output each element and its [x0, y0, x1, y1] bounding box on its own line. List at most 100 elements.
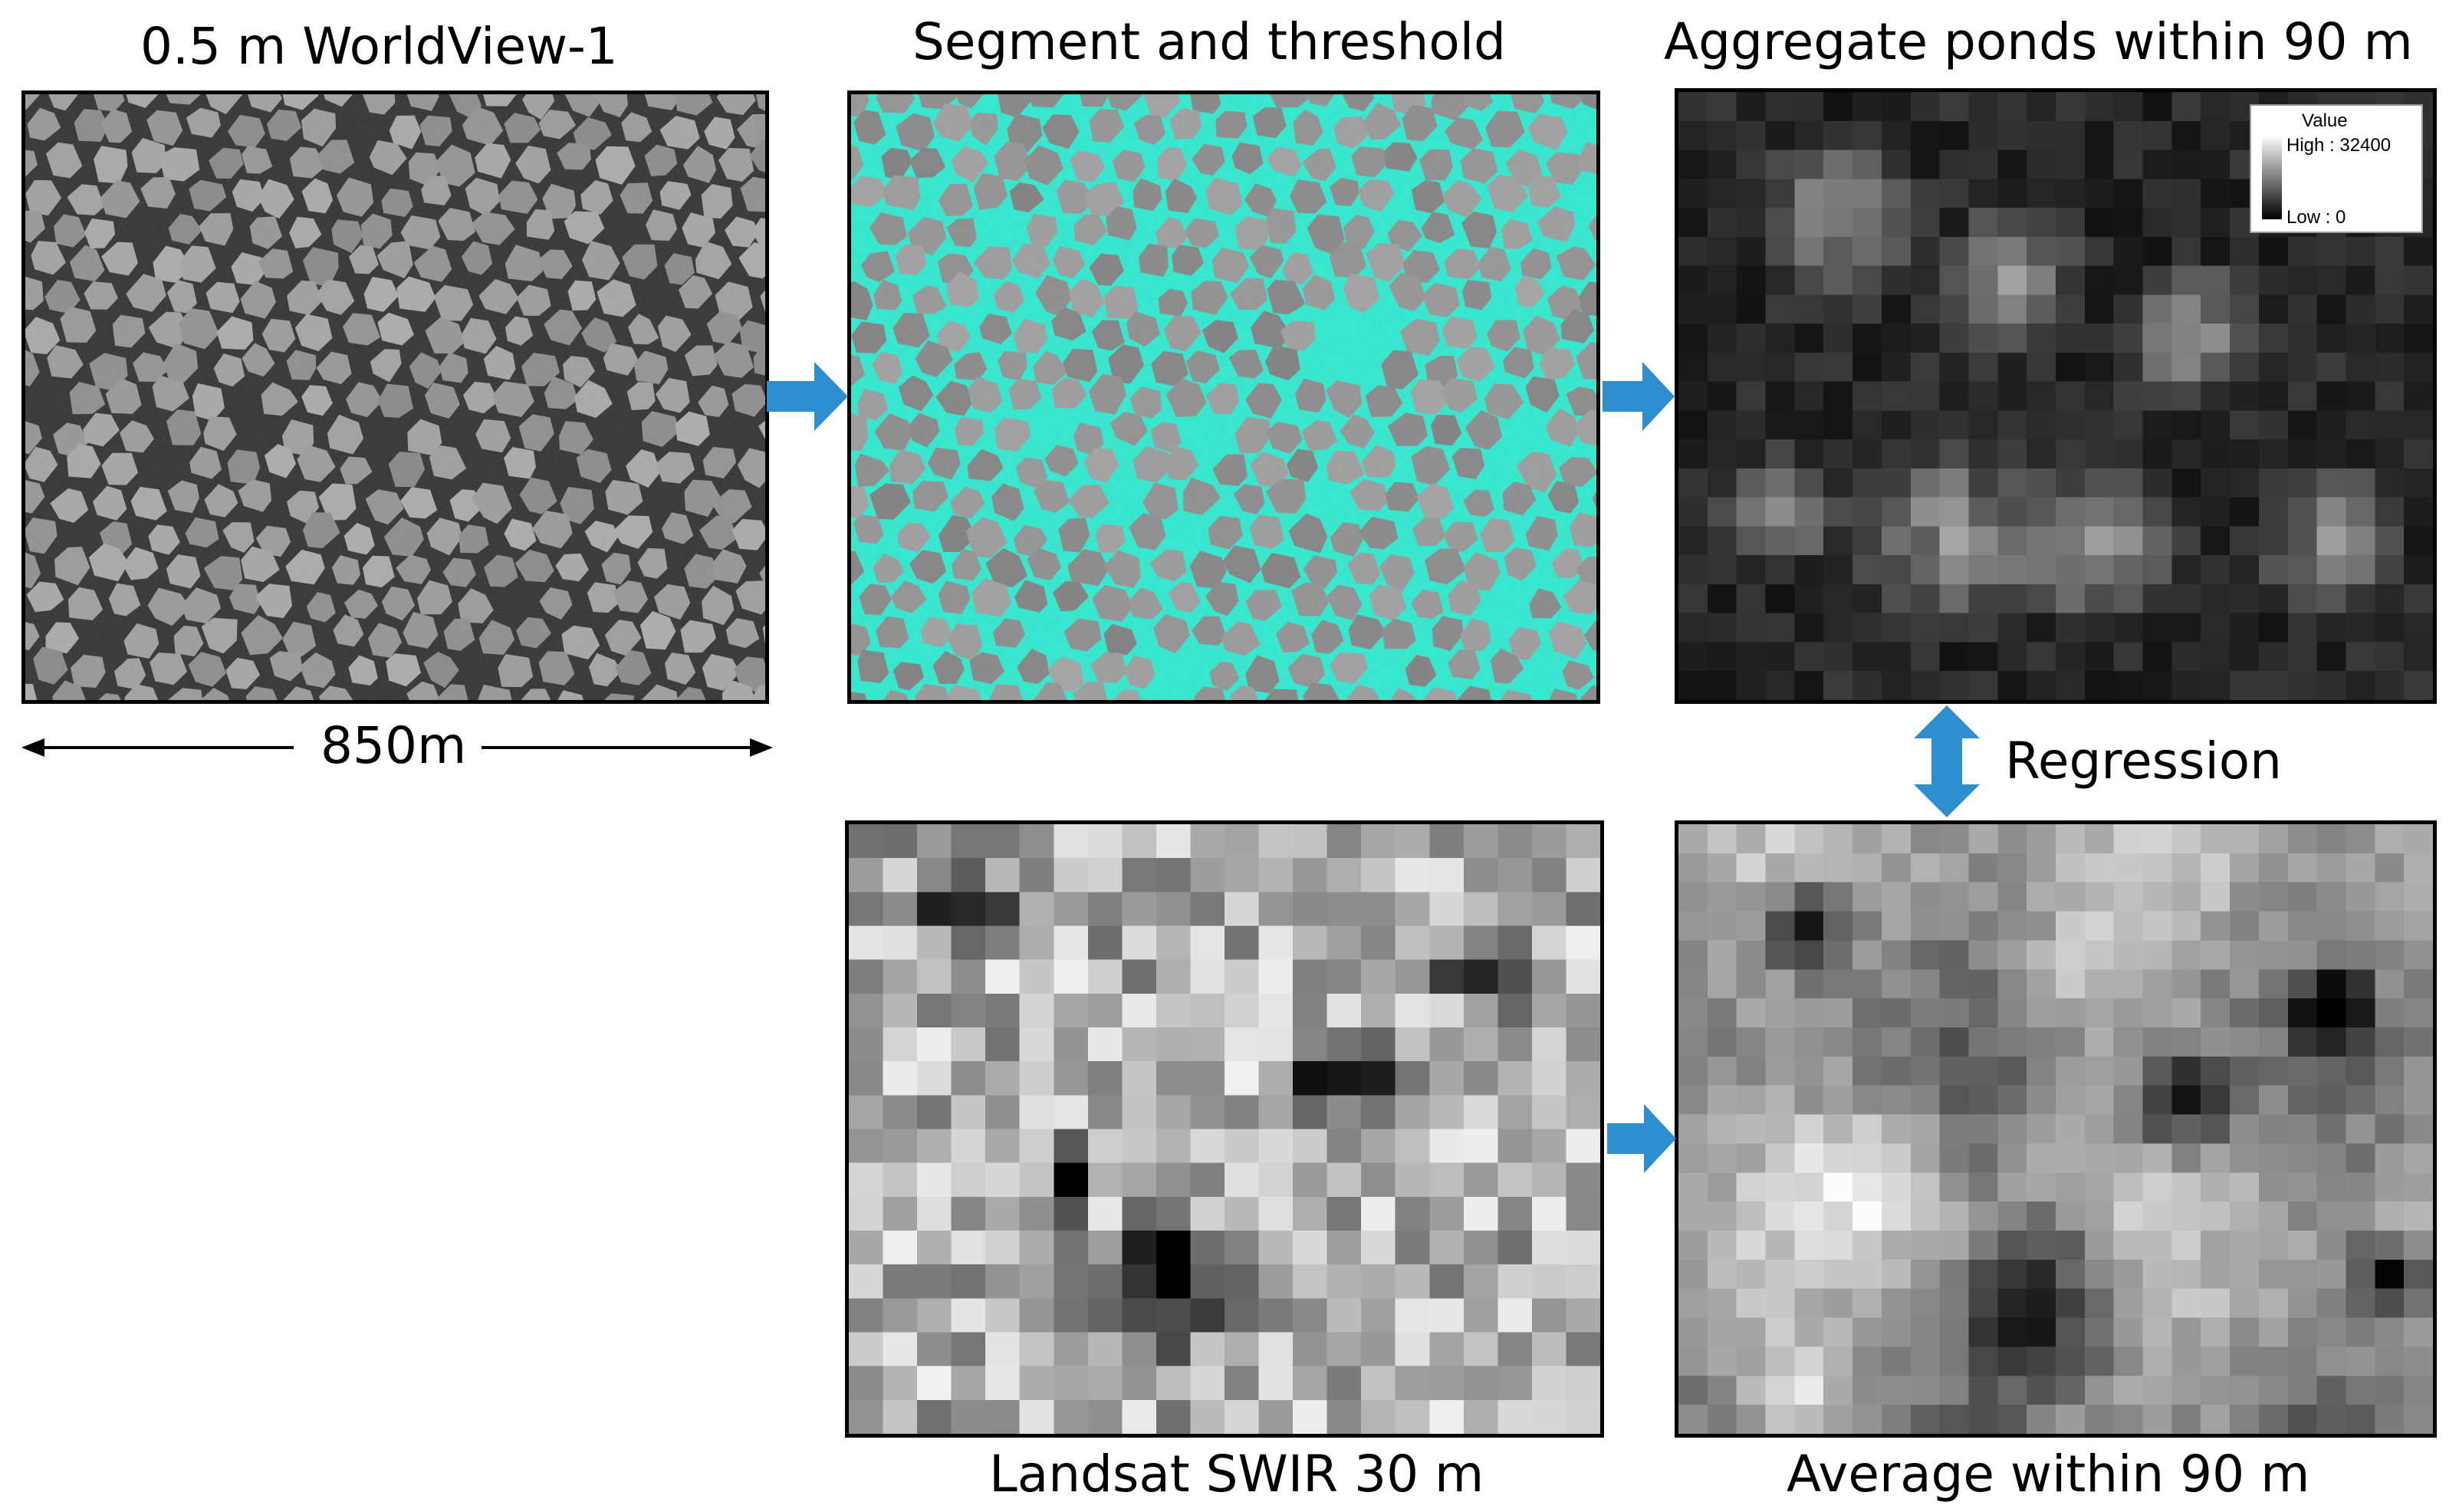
- raster-cell: [1968, 526, 1999, 556]
- raster-cell: [1087, 925, 1123, 961]
- raster-cell: [1852, 1056, 1882, 1086]
- raster-cell: [1852, 324, 1882, 353]
- raster-cell: [1361, 1095, 1396, 1130]
- raster-cell: [1881, 671, 1912, 700]
- raster-cell: [2027, 853, 2056, 883]
- raster-cell: [1794, 1201, 1824, 1231]
- raster-cell: [2346, 583, 2376, 614]
- raster-cell: [2316, 882, 2347, 912]
- raster-cell: [1852, 265, 1882, 296]
- raster-cell: [1968, 583, 1999, 614]
- raster-cell: [1939, 613, 1970, 643]
- raster-cell: [1736, 642, 1767, 672]
- raster-cell: [1678, 1346, 1708, 1377]
- raster-cell: [1997, 824, 2027, 854]
- raster-cell: [2404, 294, 2433, 324]
- raster-cell: [1910, 92, 1941, 122]
- raster-cell: [1881, 236, 1912, 267]
- raster-cell: [1019, 1332, 1055, 1367]
- raster-cell: [1910, 1346, 1941, 1377]
- raster-cell: [1823, 1172, 1853, 1202]
- raster-cell: [1910, 1114, 1941, 1145]
- raster-cell: [2346, 410, 2376, 440]
- raster-cell: [2056, 324, 2086, 353]
- raster-cell: [2142, 969, 2173, 999]
- raster-cell: [2404, 1346, 2433, 1377]
- raster-cell: [985, 892, 1021, 927]
- raster-cell: [2287, 1172, 2318, 1202]
- raster-cell: [1678, 613, 1708, 643]
- raster-cell: [2375, 1405, 2405, 1434]
- raster-cell: [849, 824, 884, 860]
- raster-cell: [1852, 1259, 1882, 1290]
- raster-cell: [1190, 959, 1225, 994]
- raster-cell: [1678, 940, 1708, 971]
- raster-cell: [1736, 526, 1767, 556]
- raster-cell: [2113, 555, 2144, 585]
- raster-cell: [2404, 352, 2433, 383]
- raster-cell: [2027, 998, 2056, 1028]
- raster-cell: [2113, 824, 2144, 854]
- raster-cell: [1258, 858, 1294, 893]
- raster-cell: [2230, 265, 2260, 296]
- raster-cell: [2171, 1027, 2201, 1057]
- raster-cell: [1736, 381, 1767, 412]
- raster-cell: [1054, 1196, 1089, 1231]
- raster-cell: [985, 1162, 1021, 1198]
- raster-cell: [917, 1298, 952, 1333]
- raster-cell: [1765, 583, 1796, 614]
- raster-cell: [1997, 1346, 2027, 1377]
- raster-cell: [2404, 882, 2433, 912]
- raster-cell: [1736, 92, 1767, 122]
- raster-cell: [2201, 1231, 2231, 1261]
- raster-cell: [1326, 1027, 1363, 1063]
- raster-cell: [2084, 1085, 2115, 1116]
- raster-cell: [985, 959, 1021, 994]
- raster-cell: [1794, 120, 1824, 151]
- raster-cell: [2287, 1288, 2318, 1319]
- raster-cell: [2056, 439, 2086, 469]
- raster-cell: [1823, 1114, 1853, 1145]
- raster-cell: [2142, 911, 2173, 942]
- raster-cell: [1326, 1231, 1363, 1266]
- raster-cell: [2171, 940, 2201, 971]
- raster-cell: [1497, 959, 1533, 994]
- raster-cell: [2375, 410, 2405, 440]
- title-aggregate-ponds: Aggregate ponds within 90 m: [1664, 12, 2413, 71]
- raster-cell: [2084, 1259, 2115, 1290]
- raster-cell: [2287, 324, 2318, 353]
- raster-cell: [2142, 352, 2173, 383]
- raster-cell: [2171, 969, 2201, 999]
- raster-cell: [2142, 1114, 2173, 1145]
- raster-cell: [2171, 1317, 2201, 1348]
- raster-cell: [2258, 1143, 2289, 1174]
- raster-cell: [2027, 92, 2056, 122]
- raster-cell: [2375, 555, 2405, 585]
- raster-cell: [1852, 911, 1882, 942]
- raster-cell: [1054, 824, 1089, 860]
- raster-cell: [1765, 969, 1796, 999]
- raster-cell: [2056, 1027, 2086, 1057]
- raster-cell: [883, 993, 918, 1028]
- raster-cell: [2346, 1376, 2376, 1405]
- raster-cell: [2258, 324, 2289, 353]
- raster-cell: [1997, 497, 2027, 528]
- raster-cell: [1736, 998, 1767, 1028]
- raster-cell: [2056, 352, 2086, 383]
- raster-cell: [2346, 1114, 2376, 1145]
- raster-cell: [2027, 381, 2056, 412]
- raster-cell: [2316, 969, 2347, 999]
- raster-cell: [1225, 993, 1260, 1028]
- raster-cell: [1019, 1231, 1055, 1266]
- raster-cell: [2287, 497, 2318, 528]
- raster-cell: [2084, 583, 2115, 614]
- raster-cell: [2375, 526, 2405, 556]
- raster-cell: [917, 1366, 952, 1401]
- raster-cell: [1997, 236, 2027, 267]
- raster-cell: [1225, 1332, 1260, 1367]
- raster-cell: [1823, 998, 1853, 1028]
- raster-cell: [951, 1061, 987, 1096]
- raster-cell: [2084, 1288, 2115, 1319]
- raster-cell: [1852, 1114, 1882, 1145]
- raster-cell: [1765, 208, 1796, 238]
